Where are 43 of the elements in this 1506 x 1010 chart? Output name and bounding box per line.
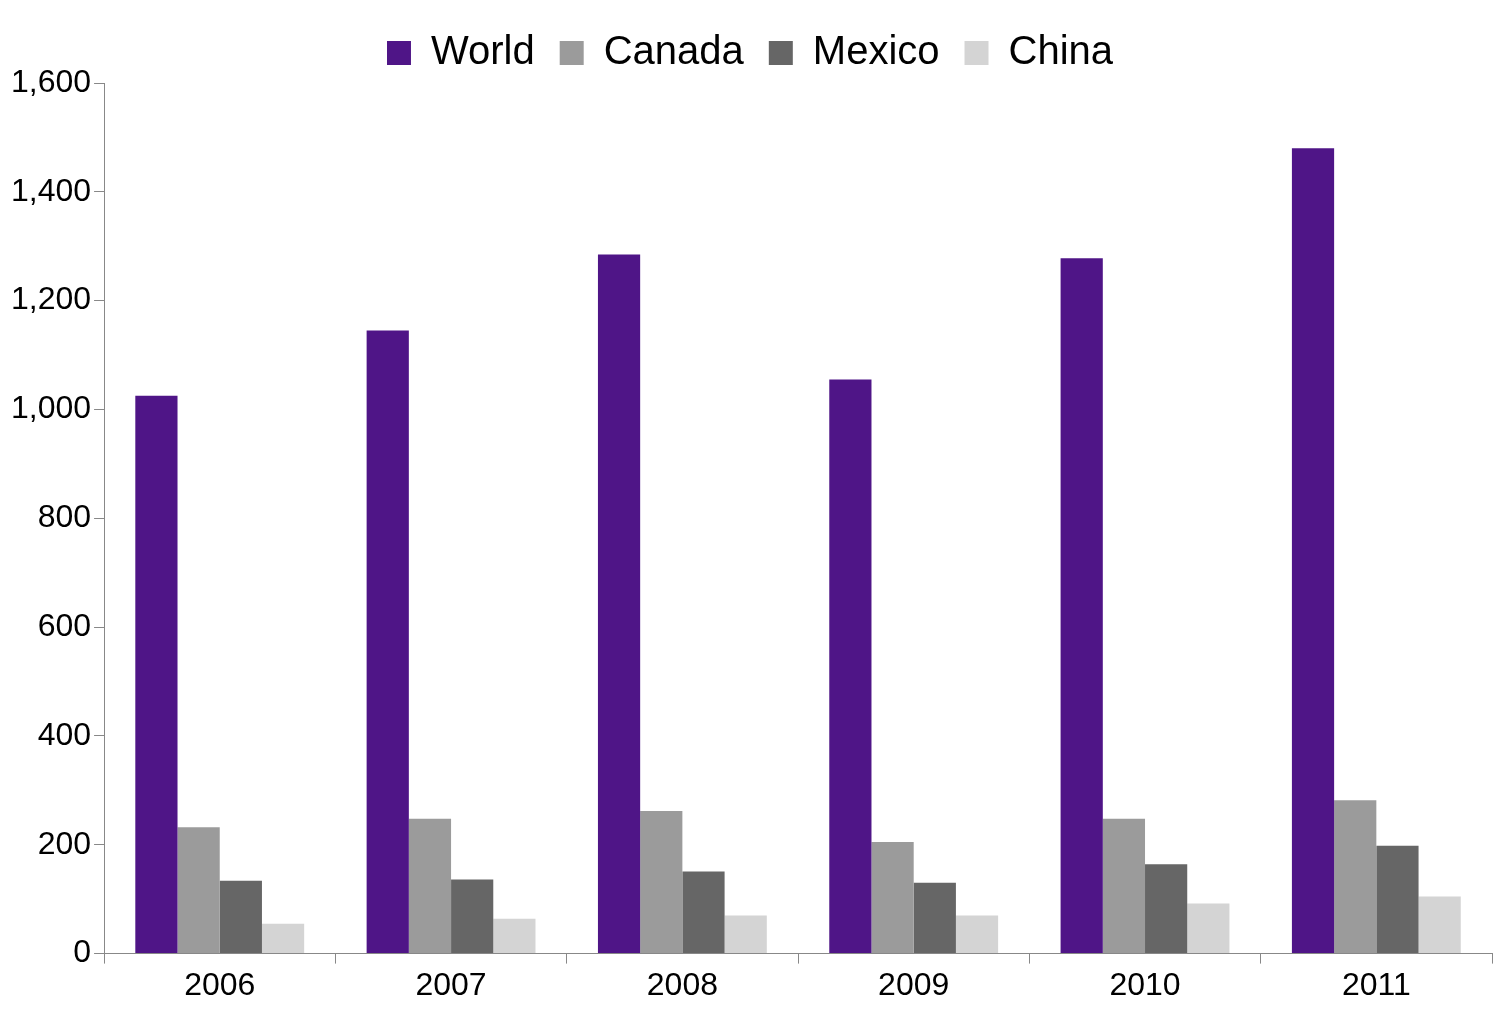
bar bbox=[829, 379, 872, 954]
bar bbox=[1145, 864, 1188, 954]
y-tick-label: 1,200 bbox=[11, 280, 92, 317]
x-tick-label: 2008 bbox=[646, 965, 718, 1002]
legend-label: China bbox=[1008, 28, 1114, 73]
bar bbox=[1102, 818, 1146, 954]
bar bbox=[682, 871, 725, 954]
bar bbox=[366, 330, 409, 954]
bar bbox=[871, 842, 914, 954]
y-tick-label: 0 bbox=[73, 933, 92, 970]
bar bbox=[261, 923, 305, 954]
bar bbox=[913, 882, 956, 954]
x-tick-label: 2010 bbox=[1109, 965, 1181, 1002]
bar bbox=[177, 827, 220, 954]
bar bbox=[597, 254, 641, 954]
legend-label: Mexico bbox=[812, 28, 940, 73]
x-tick-label: 2006 bbox=[184, 965, 256, 1002]
bar bbox=[493, 918, 536, 954]
bar bbox=[451, 879, 494, 954]
bar bbox=[1060, 258, 1103, 954]
x-tick-label: 2011 bbox=[1341, 965, 1411, 1002]
y-tick-label: 1,000 bbox=[11, 389, 92, 426]
legend-label: Canada bbox=[603, 28, 745, 73]
bar bbox=[640, 811, 683, 954]
legend-label: World bbox=[430, 28, 535, 73]
y-tick-label: 800 bbox=[37, 498, 92, 535]
bar bbox=[955, 915, 999, 954]
bar bbox=[724, 915, 767, 954]
y-tick-label: 1,600 bbox=[11, 62, 92, 99]
y-tick-label: 600 bbox=[37, 606, 92, 643]
bar bbox=[1376, 845, 1419, 954]
bar bbox=[219, 880, 262, 954]
x-tick-label: 2009 bbox=[878, 965, 950, 1002]
bar bbox=[1418, 896, 1461, 954]
bar bbox=[1334, 800, 1377, 954]
bar bbox=[135, 395, 178, 954]
y-tick-label: 1,400 bbox=[11, 171, 92, 208]
bar bbox=[1187, 903, 1230, 954]
y-tick-label: 200 bbox=[37, 824, 92, 861]
bar bbox=[1291, 148, 1335, 954]
bar bbox=[408, 818, 452, 954]
y-tick-label: 400 bbox=[37, 715, 92, 752]
x-tick-label: 2007 bbox=[415, 965, 487, 1002]
